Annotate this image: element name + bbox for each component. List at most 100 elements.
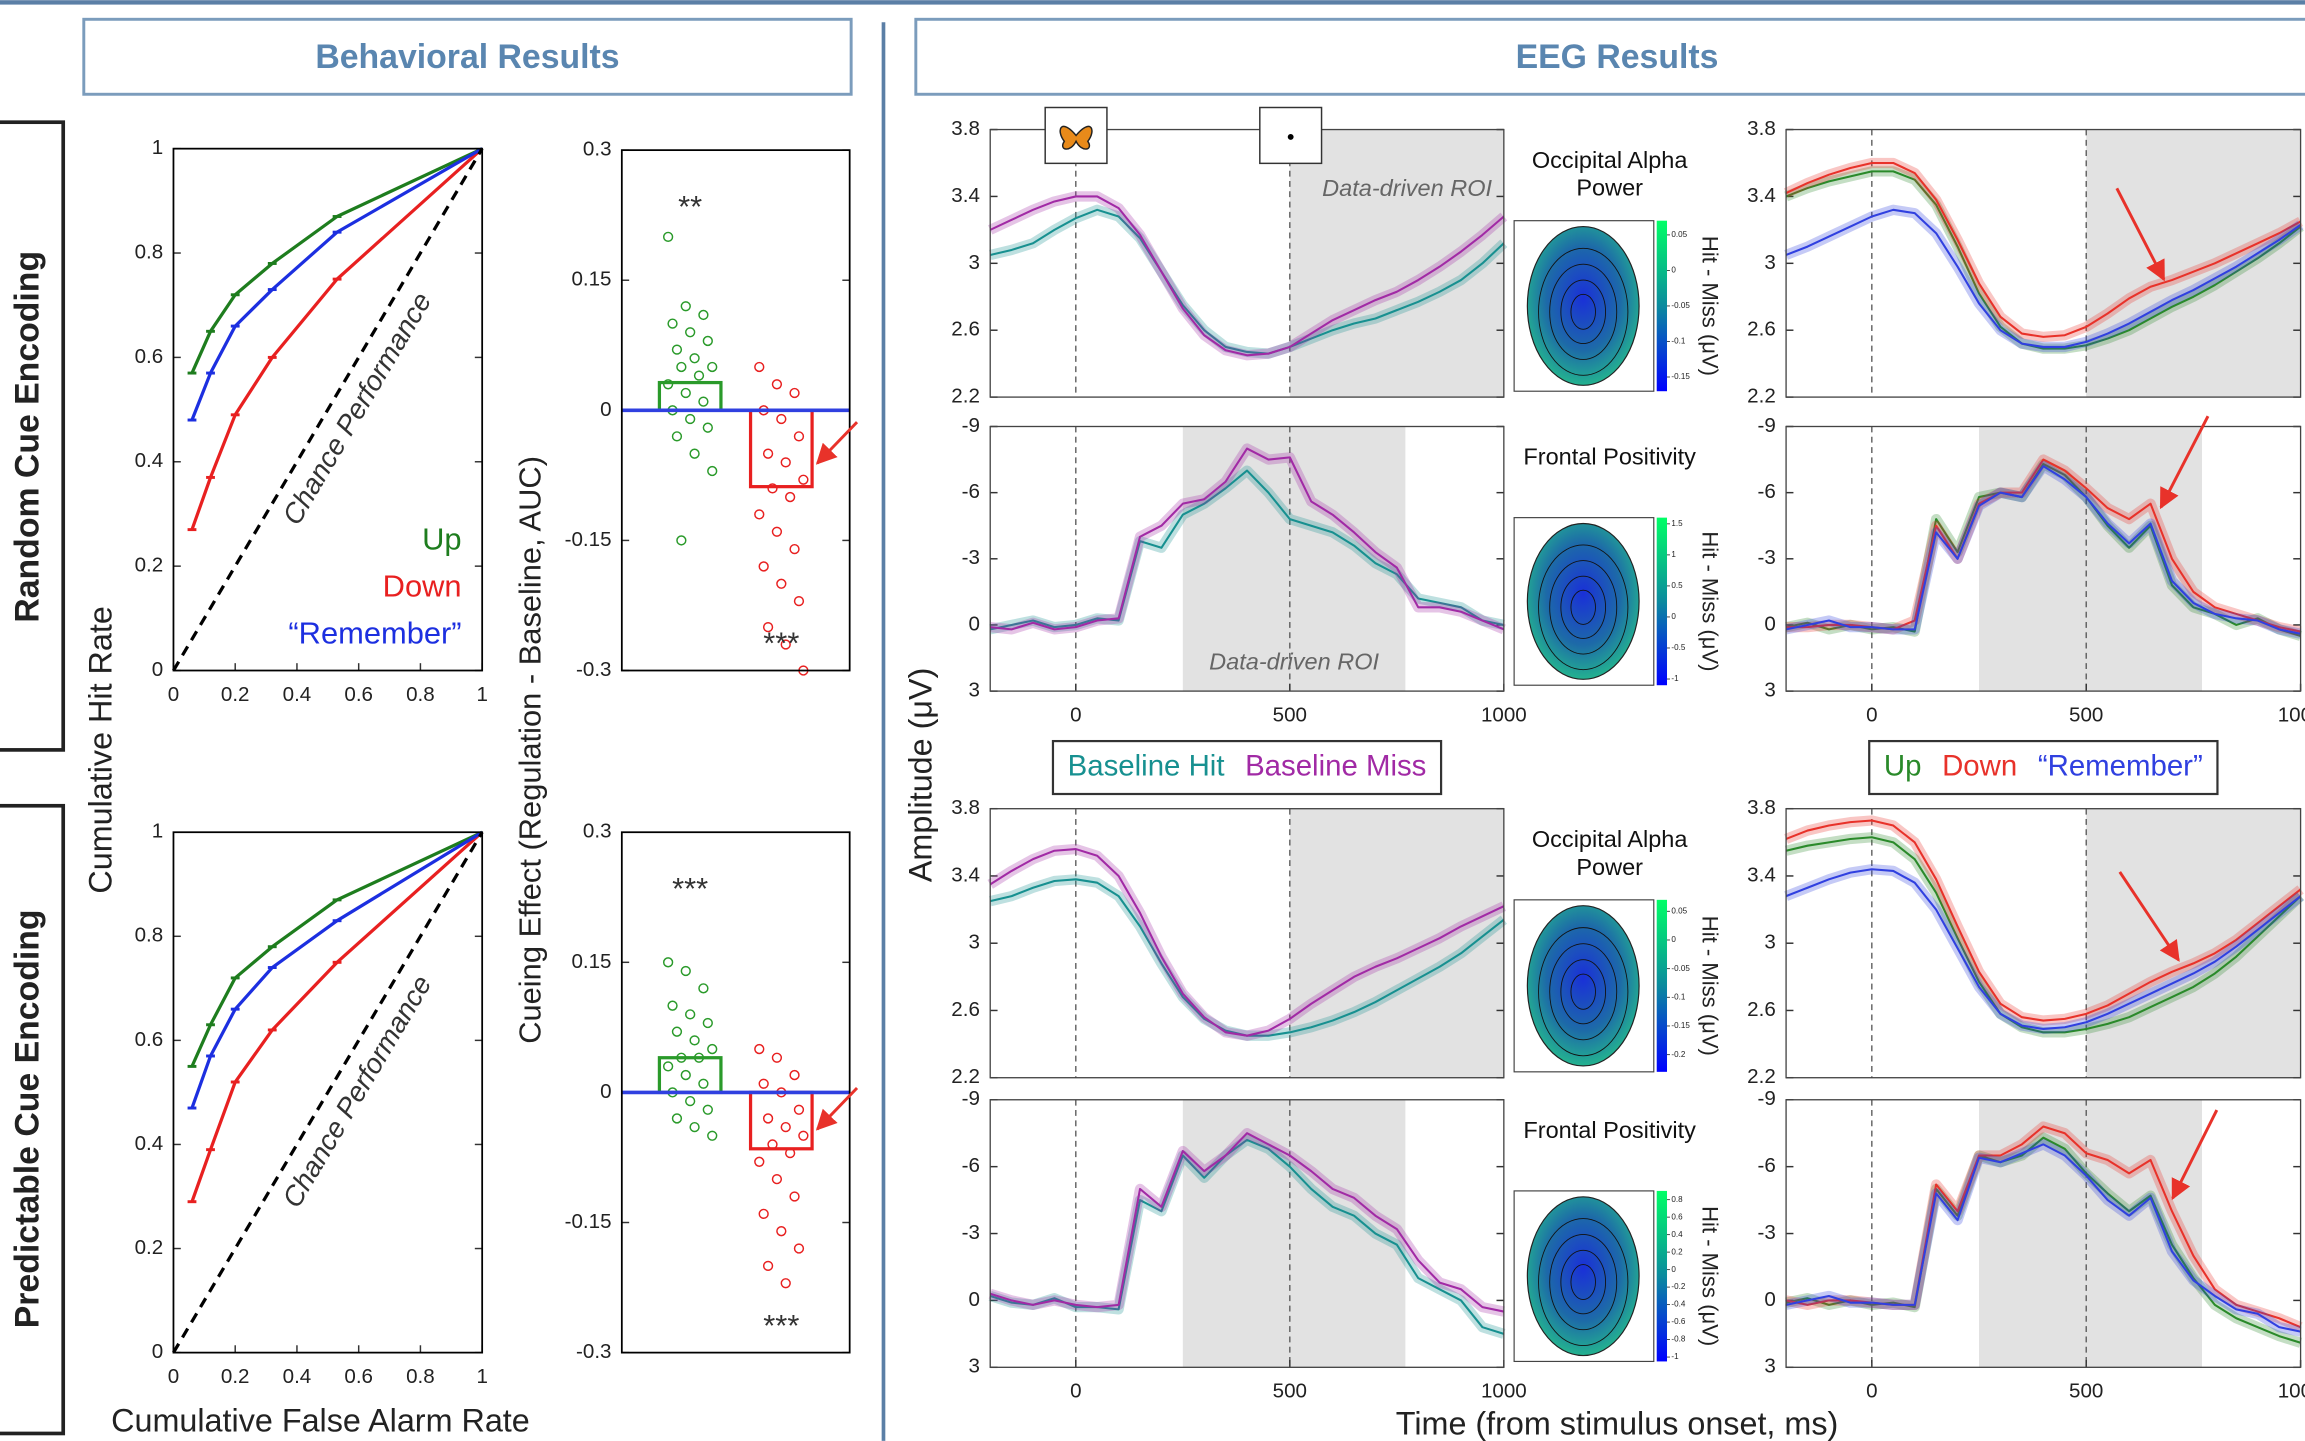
- colorbar-tick-label: -0.2: [1671, 1282, 1685, 1291]
- colorbar-tick-label: -0.05: [1671, 301, 1690, 310]
- y-tick-label: 0.4: [135, 1132, 164, 1155]
- colorbar: [1657, 518, 1667, 686]
- x-tick-label: 0.6: [344, 683, 373, 706]
- y-tick-label: 3: [1764, 931, 1775, 954]
- y-tick-label: 0.3: [583, 820, 612, 843]
- colorbar-tick-label: 0.4: [1671, 1230, 1683, 1239]
- y-tick-label: -0.3: [576, 1340, 611, 1363]
- x-tick-label: 0: [1866, 704, 1877, 727]
- inset-title: Occipital Alpha Power: [1521, 826, 1697, 882]
- colorbar-tick-label: -0.15: [1671, 372, 1690, 381]
- colorbar-tick-label: 0.05: [1671, 230, 1687, 239]
- x-tick-label: 0.6: [344, 1365, 373, 1388]
- series-line: [173, 832, 482, 1352]
- subject-point: [708, 363, 717, 372]
- subject-point: [759, 562, 768, 571]
- y-tick-label: 0.4: [135, 449, 164, 472]
- subject-point: [668, 1001, 677, 1010]
- subject-point: [699, 1079, 708, 1088]
- x-tick-label: 1000: [1481, 704, 1527, 727]
- y-tick-label: -3: [1757, 546, 1775, 569]
- x-tick-label: 0.8: [406, 1365, 435, 1388]
- subject-point: [777, 415, 786, 424]
- significance: ***: [672, 871, 708, 906]
- subject-point: [755, 1045, 764, 1054]
- colorbar-tick-label: -0.05: [1671, 964, 1690, 973]
- subject-point: [703, 1019, 712, 1028]
- topomap: [1527, 906, 1639, 1066]
- subject-point: [677, 536, 686, 545]
- subject-point: [708, 1131, 717, 1140]
- legend-entry: Baseline Hit: [1068, 749, 1225, 782]
- subject-point: [764, 1114, 773, 1123]
- y-tick-label: 2.2: [1747, 385, 1776, 408]
- y-tick-label: 0.15: [571, 268, 611, 291]
- subject-point: [690, 1123, 699, 1132]
- y-tick-label: 0: [600, 398, 611, 421]
- y-tick-label: 2.2: [1747, 1065, 1776, 1088]
- y-tick-label: 3: [968, 1355, 979, 1378]
- x-tick-label: 0.4: [283, 1365, 312, 1388]
- colorbar-tick-label: 1: [1671, 550, 1676, 559]
- subject-point: [777, 579, 786, 588]
- header: Behavioral Results: [315, 38, 619, 76]
- y-tick-label: 0.3: [583, 138, 612, 161]
- subject-point: [668, 319, 677, 328]
- subject-point: [755, 510, 764, 519]
- subject-point: [795, 1244, 804, 1253]
- x-tick-label: 0.2: [221, 1365, 250, 1388]
- colorbar-label: Hit - Miss (μV): [1697, 236, 1722, 376]
- y-tick-label: -6: [1757, 480, 1775, 503]
- y-tick-label: 0.8: [135, 924, 164, 947]
- y-tick-label: -0.3: [576, 658, 611, 681]
- line-annotation: Chance Performance: [276, 970, 437, 1213]
- subject-point: [764, 449, 773, 458]
- y-tick-label: -9: [1757, 1087, 1775, 1110]
- subject-point: [795, 1105, 804, 1114]
- y-tick-label: 0: [1764, 612, 1775, 635]
- subject-point: [772, 1175, 781, 1184]
- axis-label: Time (from stimulus onset, ms): [1396, 1406, 1838, 1441]
- x-tick-label: 0.8: [406, 683, 435, 706]
- legend-entry: “Remember”: [288, 615, 461, 650]
- significance: ***: [763, 1308, 799, 1343]
- subject-point: [681, 967, 690, 976]
- y-tick-label: 3.8: [1747, 117, 1776, 140]
- colorbar-tick-label: -0.4: [1671, 1300, 1685, 1309]
- colorbar-tick-label: -0.2: [1671, 1050, 1685, 1059]
- header: EEG Results: [1516, 38, 1719, 76]
- subject-point: [699, 984, 708, 993]
- topomap: [1527, 1197, 1639, 1356]
- y-tick-label: 3: [968, 679, 979, 702]
- subject-point: [799, 1131, 808, 1140]
- subject-point: [790, 1071, 799, 1080]
- y-tick-label: 3: [1764, 1355, 1775, 1378]
- x-tick-label: 500: [1273, 704, 1307, 727]
- colorbar-tick-label: 0: [1671, 1265, 1676, 1274]
- subject-point: [759, 1079, 768, 1088]
- axis-label: Cueing Effect (Regulation - Baseline, AU…: [512, 456, 547, 1044]
- y-tick-label: -6: [962, 1154, 980, 1177]
- subject-point: [781, 1123, 790, 1132]
- colorbar-tick-label: -1: [1671, 1352, 1679, 1361]
- subject-point: [708, 1045, 717, 1054]
- colorbar-tick-label: 0.05: [1671, 906, 1687, 915]
- y-tick-label: 2.6: [1747, 998, 1776, 1021]
- axis-label: Cumulative False Alarm Rate: [111, 1403, 530, 1439]
- roi-shade: [1290, 130, 1504, 398]
- y-tick-label: 3.4: [951, 184, 980, 207]
- colorbar: [1657, 900, 1667, 1072]
- y-tick-label: 0: [968, 612, 979, 635]
- subject-point: [777, 1227, 786, 1236]
- subject-point: [677, 363, 686, 372]
- colorbar-label: Hit - Miss (μV): [1697, 916, 1722, 1056]
- axis-label: Amplitude (μV): [903, 668, 939, 882]
- inset-title: Frontal Positivity: [1521, 1117, 1697, 1145]
- subject-point: [699, 311, 708, 320]
- subject-point: [690, 1036, 699, 1045]
- y-tick-label: 0: [152, 1340, 163, 1363]
- arrow: [817, 422, 857, 463]
- colorbar-tick-label: 0: [1671, 266, 1676, 275]
- y-tick-label: 2.6: [1747, 318, 1776, 341]
